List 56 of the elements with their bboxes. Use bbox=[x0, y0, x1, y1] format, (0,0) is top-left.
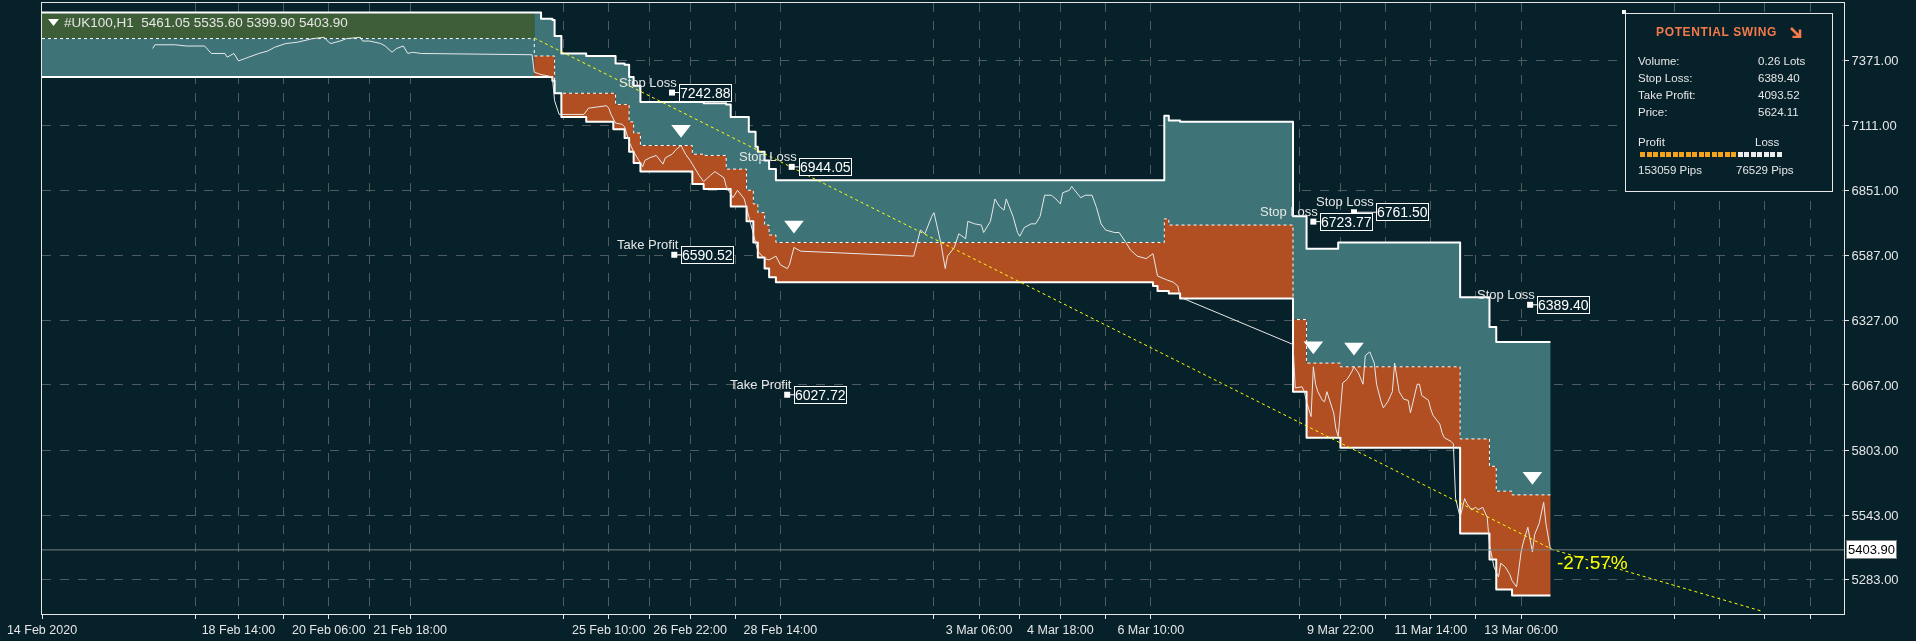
annotation: Stop Loss bbox=[1316, 194, 1375, 209]
y-tick-label: 7111.00 bbox=[1851, 117, 1897, 133]
annotation: 6389.40 bbox=[1758, 71, 1800, 85]
x-tick-label: 20 Feb 06:00 bbox=[291, 623, 366, 637]
y-tick-label: 5283.00 bbox=[1851, 572, 1899, 588]
annotation: Stop Loss bbox=[1477, 287, 1536, 302]
data-label: 7242.88 bbox=[680, 85, 731, 101]
x-tick-label: 4 Mar 18:00 bbox=[1027, 623, 1094, 637]
x-tick-label: 6 Mar 10:00 bbox=[1117, 623, 1185, 637]
annotation: Take Profit bbox=[730, 377, 792, 392]
annotation: Take Profit: bbox=[1638, 88, 1696, 102]
x-tick-label: 11 Mar 14:00 bbox=[1394, 623, 1468, 637]
x-tick-label: 25 Feb 10:00 bbox=[571, 623, 646, 637]
data-label: 6723.77 bbox=[1321, 214, 1372, 230]
ref-line-label: 5403.90 bbox=[1848, 542, 1895, 557]
x-tick-label: 18 Feb 14:00 bbox=[201, 623, 276, 637]
x-tick-label: 28 Feb 14:00 bbox=[743, 623, 818, 637]
point bbox=[1527, 301, 1534, 308]
data-label: 6389.40 bbox=[1538, 297, 1589, 313]
x-tick-label: 21 Feb 18:00 bbox=[373, 623, 447, 637]
annotation: -27.57% bbox=[1557, 552, 1628, 573]
y-tick-label: 7371.00 bbox=[1851, 53, 1899, 69]
annotation: Loss bbox=[1755, 135, 1780, 149]
point bbox=[671, 251, 678, 258]
x-tick-label: 13 Mar 06:00 bbox=[1484, 623, 1558, 637]
annotation: 76529 Pips bbox=[1736, 163, 1794, 177]
annotation: POTENTIAL SWING bbox=[1656, 25, 1777, 39]
y-tick-label: 6851.00 bbox=[1851, 182, 1899, 198]
annotation: 5624.11 bbox=[1758, 105, 1799, 119]
x-tick-label: 14 Feb 2020 bbox=[6, 623, 78, 637]
y-tick-label: 6587.00 bbox=[1851, 248, 1899, 264]
annotation: 153059 Pips bbox=[1638, 163, 1702, 177]
annotation: 4093.52 bbox=[1758, 88, 1800, 102]
annotation: Profit bbox=[1638, 135, 1665, 149]
x-tick-label: 3 Mar 06:00 bbox=[945, 623, 1013, 637]
point bbox=[1344, 342, 1364, 356]
data-label: 6590.52 bbox=[682, 247, 733, 263]
data-label: 6761.50 bbox=[1377, 204, 1428, 220]
point bbox=[784, 391, 791, 398]
annotation: Take Profit bbox=[617, 237, 679, 252]
y-tick-label: 5803.00 bbox=[1851, 443, 1899, 459]
annotation: 0.26 Lots bbox=[1758, 54, 1806, 68]
data-label: 6027.72 bbox=[795, 387, 846, 403]
text: #UK100,H1 5461.05 5535.60 5399.90 5403.90 bbox=[64, 14, 348, 30]
annotation: Volume: bbox=[1638, 54, 1680, 68]
y-tick-label: 5543.00 bbox=[1851, 507, 1899, 523]
point bbox=[669, 89, 676, 96]
annotation: Price: bbox=[1638, 105, 1668, 119]
annotation: Stop Loss: bbox=[1638, 71, 1693, 85]
data-label: 6944.05 bbox=[800, 159, 851, 175]
point bbox=[1310, 218, 1317, 225]
y-tick-label: 6327.00 bbox=[1851, 312, 1899, 328]
y-tick-label: 6067.00 bbox=[1851, 377, 1899, 393]
x-tick-label: 26 Feb 22:00 bbox=[653, 623, 727, 637]
point bbox=[784, 220, 804, 234]
x-tick-label: 9 Mar 22:00 bbox=[1307, 623, 1374, 637]
